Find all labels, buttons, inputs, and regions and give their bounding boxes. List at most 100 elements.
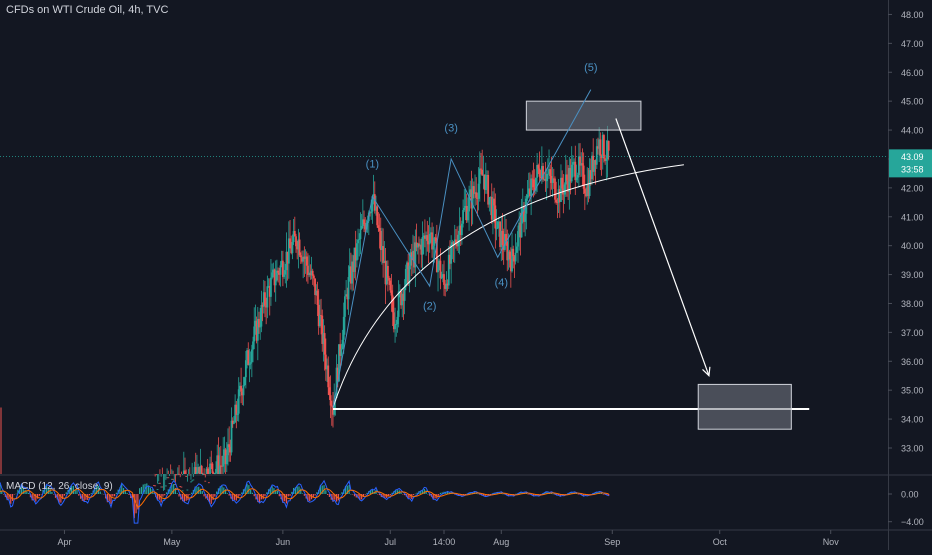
candle-body: [433, 237, 436, 246]
wave-label: (1): [366, 159, 379, 171]
macd-histogram-bar: [251, 492, 254, 494]
macd-histogram-bar: [502, 493, 504, 495]
macd-histogram-bar: [210, 494, 212, 504]
candle-body: [420, 244, 423, 255]
macd-histogram-bar: [314, 494, 316, 496]
candle-body: [217, 455, 220, 474]
macd-histogram-bar: [20, 484, 23, 494]
macd-histogram-bar: [339, 493, 341, 495]
chart-title: CFDs on WTI Crude Oil, 4h, TVC: [6, 4, 169, 16]
macd-histogram-bar: [149, 487, 151, 494]
candle-body: [284, 270, 287, 275]
macd-histogram-bar: [271, 486, 273, 494]
candle-body: [463, 207, 466, 211]
candle-body: [172, 478, 174, 480]
macd-histogram-bar: [389, 494, 391, 496]
candle-body: [438, 260, 441, 265]
candle-body: [295, 236, 297, 247]
candle-body: [157, 482, 160, 484]
candle-body: [360, 226, 363, 230]
macd-histogram-bar: [421, 490, 424, 494]
candle-body: [361, 219, 364, 227]
candle-body: [566, 174, 568, 181]
candle-body: [323, 333, 326, 355]
candle-body: [209, 463, 211, 474]
macd-histogram-bar: [63, 494, 66, 496]
candle-body: [256, 318, 259, 341]
macd-histogram-bar: [276, 490, 279, 494]
candle-body: [418, 243, 420, 247]
macd-histogram-bar: [88, 494, 91, 496]
support-curve[interactable]: [332, 164, 684, 408]
candle-body: [427, 240, 430, 245]
candle-body: [501, 230, 504, 246]
macd-histogram-bar: [327, 494, 329, 496]
candle-body: [174, 484, 177, 485]
price-tick-label: 40.00: [901, 241, 924, 251]
candle-body: [357, 240, 359, 244]
macd-histogram-bar: [36, 494, 39, 499]
macd-histogram-bar: [391, 492, 393, 494]
candle-body: [233, 422, 235, 424]
macd-histogram-bar: [53, 494, 55, 495]
macd-histogram-bar: [239, 494, 241, 496]
candle-body: [519, 222, 522, 238]
candle-body: [484, 175, 487, 191]
target-box-bottom[interactable]: [697, 383, 792, 430]
candle-body: [320, 315, 322, 316]
time-tick-label: Nov: [823, 537, 840, 547]
macd-histogram-bar: [407, 494, 409, 499]
candle-body: [419, 244, 422, 247]
candle-body: [444, 284, 447, 289]
candle-body: [335, 367, 338, 398]
candle-body: [341, 339, 344, 349]
candle-body: [570, 164, 573, 182]
candle-body: [346, 294, 349, 300]
candle-body: [581, 163, 584, 166]
macd-histogram-bar: [328, 494, 331, 497]
price-tick-label: 35.00: [901, 386, 924, 396]
candle-body: [321, 315, 324, 344]
candle-body: [569, 167, 572, 182]
time-tick-label: Jun: [276, 537, 291, 547]
macd-histogram-bar: [344, 486, 347, 494]
candle-body: [314, 278, 316, 296]
candle-body: [573, 161, 575, 163]
candle-body: [211, 463, 214, 473]
candle-body: [599, 139, 602, 156]
macd-histogram-bar: [583, 494, 585, 497]
macd-histogram-bar: [275, 490, 277, 494]
macd-histogram-bar: [278, 494, 280, 497]
candle-body: [225, 455, 228, 465]
candle-body: [307, 265, 309, 275]
macd-histogram-bar: [264, 494, 266, 497]
elliott-wave-path[interactable]: [332, 89, 592, 408]
candle-body: [376, 206, 379, 226]
candle-body: [572, 162, 574, 165]
candle-body: [193, 467, 196, 474]
candle-body: [494, 205, 497, 229]
macd-histogram-bar: [11, 494, 14, 501]
candle-body: [489, 196, 492, 198]
candle-body: [246, 350, 248, 361]
macd-histogram-bar: [49, 489, 51, 494]
candle-body: [500, 230, 503, 248]
candle-body: [594, 160, 597, 165]
projection-arrow[interactable]: [615, 118, 710, 376]
candle-body: [255, 320, 258, 341]
arrow-head: [702, 366, 711, 378]
macd-histogram-bar: [590, 494, 592, 495]
candle-body: [426, 235, 429, 241]
macd-histogram-bar: [257, 494, 259, 503]
macd-histogram-bar: [432, 494, 434, 500]
target-box-top[interactable]: [525, 100, 642, 131]
macd-histogram-bar: [133, 494, 135, 519]
candle-body: [543, 179, 546, 180]
candle-body: [558, 189, 561, 202]
last-price-badge: [889, 149, 932, 178]
macd-tick-label: 0.00: [901, 490, 919, 500]
macd-histogram-bar: [223, 487, 225, 494]
price-tick-label: 36.00: [901, 357, 924, 367]
